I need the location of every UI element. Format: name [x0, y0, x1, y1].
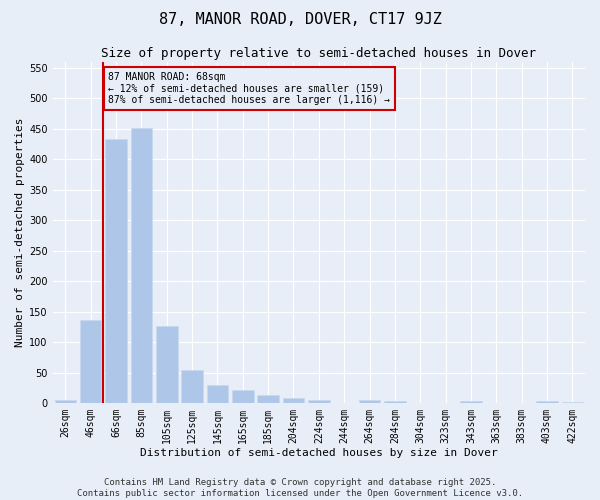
- Bar: [105, 139, 127, 403]
- Bar: [308, 400, 329, 403]
- Y-axis label: Number of semi-detached properties: Number of semi-detached properties: [15, 118, 25, 347]
- X-axis label: Distribution of semi-detached houses by size in Dover: Distribution of semi-detached houses by …: [140, 448, 498, 458]
- Bar: [55, 400, 76, 403]
- Text: 87 MANOR ROAD: 68sqm
← 12% of semi-detached houses are smaller (159)
87% of semi: 87 MANOR ROAD: 68sqm ← 12% of semi-detac…: [109, 72, 391, 105]
- Bar: [384, 402, 406, 403]
- Bar: [257, 396, 279, 403]
- Bar: [536, 402, 558, 403]
- Bar: [359, 400, 380, 403]
- Bar: [283, 398, 304, 403]
- Title: Size of property relative to semi-detached houses in Dover: Size of property relative to semi-detach…: [101, 48, 536, 60]
- Bar: [80, 320, 101, 403]
- Text: Contains HM Land Registry data © Crown copyright and database right 2025.
Contai: Contains HM Land Registry data © Crown c…: [77, 478, 523, 498]
- Text: 87, MANOR ROAD, DOVER, CT17 9JZ: 87, MANOR ROAD, DOVER, CT17 9JZ: [158, 12, 442, 28]
- Bar: [460, 402, 482, 403]
- Bar: [156, 326, 178, 403]
- Bar: [131, 128, 152, 403]
- Bar: [232, 390, 254, 403]
- Bar: [206, 385, 228, 403]
- Bar: [181, 370, 203, 403]
- Bar: [562, 402, 583, 403]
